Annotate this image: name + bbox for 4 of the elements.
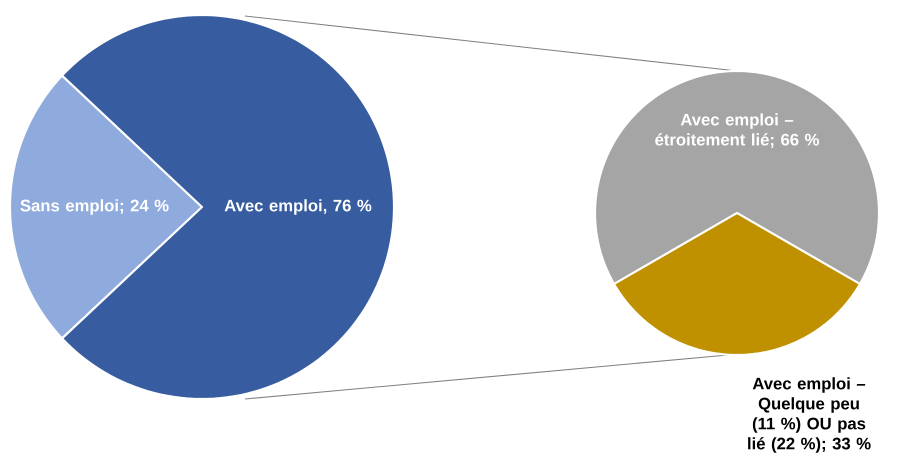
slice-label: Avec emploi – Quelque peu (11 %) OU pas lié (22 %); 33 % [748, 377, 871, 453]
slice-label: Avec emploi, 76 % [224, 199, 372, 215]
slice-label: Avec emploi – étroitement lié; 66 % [655, 113, 819, 148]
slice-label: Sans emploi; 24 % [20, 199, 169, 215]
